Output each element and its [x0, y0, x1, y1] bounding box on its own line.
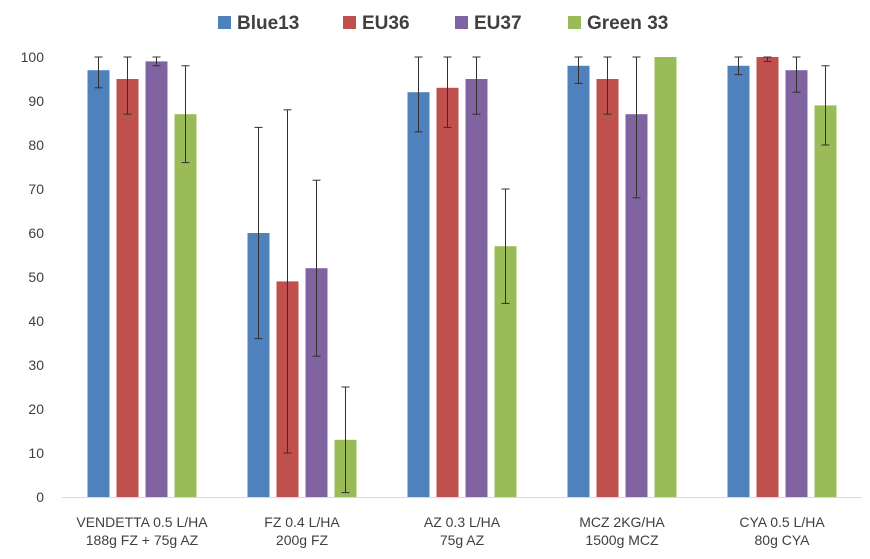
legend-label: Blue13 — [237, 13, 299, 34]
bar-blue13 — [567, 65, 590, 498]
y-tick-label: 40 — [28, 313, 44, 329]
legend-swatch — [568, 16, 581, 29]
x-tick-label: FZ 0.4 L/HA — [264, 514, 340, 530]
y-tick-label: 60 — [28, 225, 44, 241]
legend-swatch — [218, 16, 231, 29]
legend: Blue13 EU36 EU37 Green 33 — [218, 13, 668, 34]
bar-blue13 — [247, 233, 270, 497]
x-tick-label: 200g FZ — [276, 532, 329, 548]
bar-eu37 — [785, 70, 808, 497]
bar-eu36 — [756, 57, 779, 497]
bar-green-33 — [654, 57, 677, 497]
x-tick-label: MCZ 2KG/HA — [579, 514, 665, 530]
x-tick-label: CYA 0.5 L/HA — [739, 514, 825, 530]
x-tick-label: AZ 0.3 L/HA — [424, 514, 501, 530]
x-tick-label: 1500g MCZ — [585, 532, 659, 548]
y-tick-label: 30 — [28, 357, 44, 373]
x-axis: VENDETTA 0.5 L/HA 188g FZ + 75g AZ FZ 0.4 … — [62, 497, 862, 548]
bar-eu36 — [596, 79, 619, 497]
bar-eu36 — [436, 87, 459, 498]
y-tick-label: 70 — [28, 181, 44, 197]
y-tick-label: 20 — [28, 401, 44, 417]
bar-blue13 — [407, 92, 430, 497]
bar-green-33 — [814, 105, 837, 498]
y-tick-label: 10 — [28, 445, 44, 461]
legend-swatch — [455, 16, 468, 29]
legend-label: EU36 — [362, 13, 410, 34]
y-tick-label: 80 — [28, 137, 44, 153]
y-tick-label: 90 — [28, 93, 44, 109]
bar-eu37 — [625, 114, 648, 497]
y-axis: 0 10 20 30 40 50 60 70 80 90 100 — [21, 49, 45, 505]
bar-eu37 — [465, 79, 488, 497]
y-tick-label: 50 — [28, 269, 44, 285]
x-tick-label: VENDETTA 0.5 L/HA — [76, 514, 208, 530]
bar-eu37 — [305, 268, 328, 497]
bar-blue13 — [727, 65, 750, 498]
bar-green-33 — [174, 114, 197, 497]
y-tick-label: 100 — [21, 49, 45, 65]
y-tick-label: 0 — [36, 489, 44, 505]
bar-eu36 — [116, 79, 139, 497]
legend-label: Green 33 — [587, 13, 668, 34]
bar-green-33 — [494, 246, 517, 497]
bars — [87, 57, 837, 498]
legend-swatch — [343, 16, 356, 29]
bar-eu37 — [145, 61, 168, 498]
x-tick-label: 75g AZ — [440, 532, 485, 548]
x-tick-label: 188g FZ + 75g AZ — [86, 532, 199, 548]
legend-label: EU37 — [474, 13, 522, 34]
bar-blue13 — [87, 70, 110, 497]
x-tick-label: 80g CYA — [755, 532, 811, 548]
error-bars — [94, 56, 830, 494]
